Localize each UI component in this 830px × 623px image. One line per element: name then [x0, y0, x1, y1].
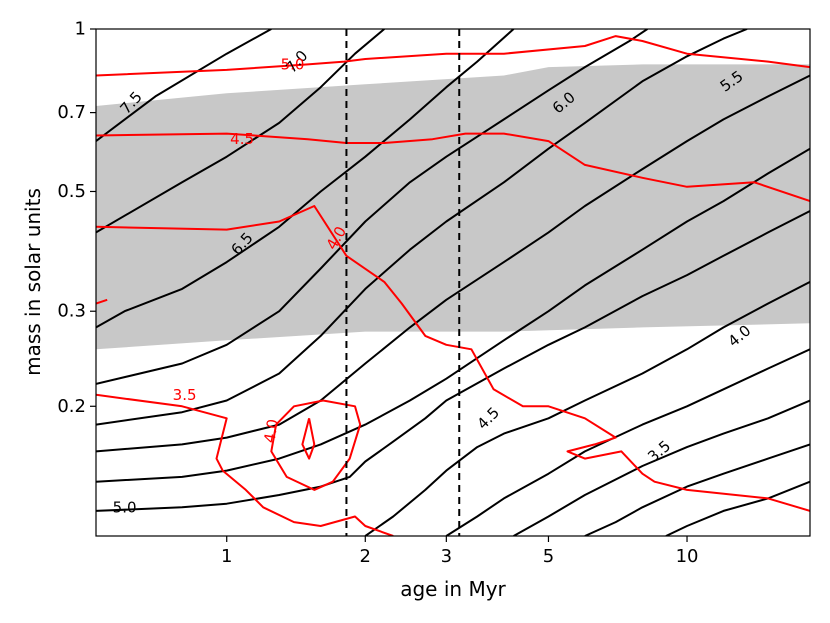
- black-contour-4: [96, 29, 748, 426]
- black-contour-3: [96, 29, 648, 385]
- shaded-band: [96, 64, 810, 350]
- plot-frame: [95, 28, 811, 537]
- contour-label-8: 3.5: [644, 437, 674, 466]
- red-contour-3: [96, 393, 394, 536]
- contour-label-6: 4.5: [473, 404, 503, 434]
- x-tick-label-0: 1: [221, 546, 232, 567]
- x-axis-label: age in Myr: [400, 577, 506, 601]
- red-contour-6: [96, 298, 108, 305]
- contour-label-10: 4.5: [230, 130, 254, 148]
- contour-label-12: 3.5: [173, 386, 197, 404]
- x-tick-label-4: 10: [676, 546, 699, 567]
- black-contour-7: [96, 210, 810, 512]
- x-tick-label-3: 5: [543, 546, 554, 567]
- black-contour-10: [513, 399, 810, 536]
- red-contour-1: [96, 132, 810, 203]
- black-contour-11: [584, 443, 810, 536]
- black-contour-1: [96, 29, 385, 234]
- black-contour-2: [96, 29, 515, 329]
- black-contour-8: [364, 281, 810, 536]
- y-tick-label-3: 0.7: [57, 102, 86, 123]
- black-contour-6: [96, 147, 810, 483]
- red-contour-2: [96, 205, 810, 512]
- black-contour-9: [445, 348, 810, 536]
- black-contour-0: [96, 29, 272, 142]
- black-contour-12: [665, 480, 810, 536]
- x-tick-label-1: 2: [360, 546, 371, 567]
- black-contour-5: [96, 74, 810, 453]
- red-contour-0: [96, 35, 810, 77]
- contour-label-9: 5.0: [281, 55, 305, 73]
- contour-label-13: 4.0: [260, 418, 282, 445]
- y-tick-label-2: 0.5: [57, 181, 86, 202]
- y-tick-label-0: 0.2: [57, 396, 86, 417]
- y-tick-label-4: 1: [75, 19, 86, 40]
- red-contour-5: [301, 418, 316, 460]
- y-tick-label-1: 0.3: [57, 301, 86, 322]
- x-tick-label-2: 3: [441, 546, 452, 567]
- red-contour-4: [270, 399, 362, 491]
- y-axis-label: mass in solar units: [21, 188, 45, 376]
- contour-label-7: 4.0: [725, 321, 755, 350]
- contour-label-5: 5.0: [113, 498, 137, 516]
